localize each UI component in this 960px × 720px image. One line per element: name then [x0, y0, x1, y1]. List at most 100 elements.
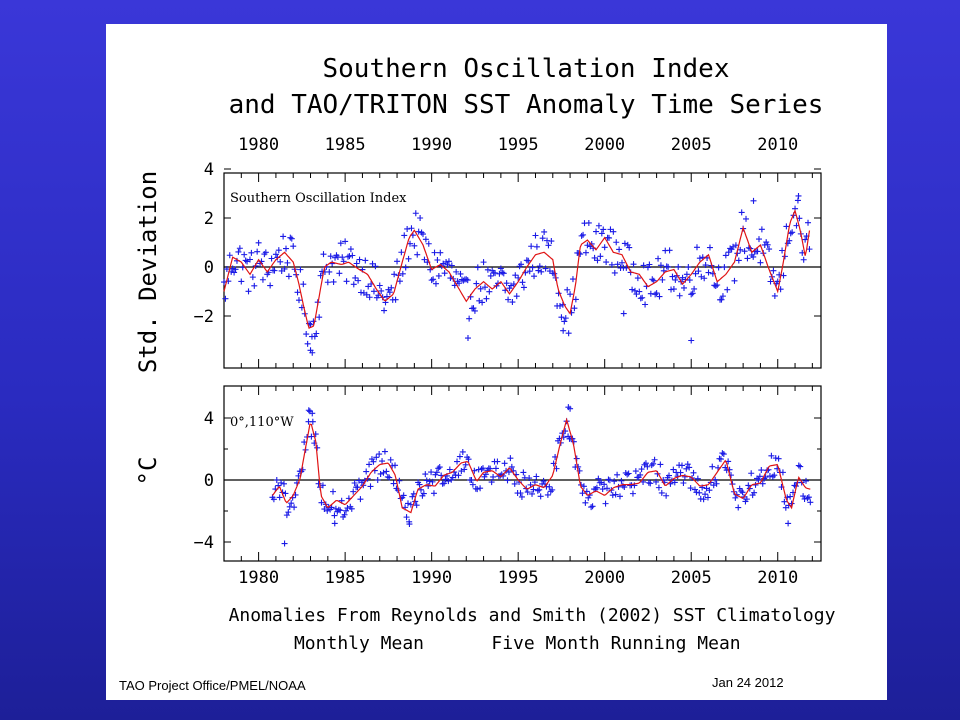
climatology-note: Anomalies From Reynolds and Smith (2002)… [229, 605, 836, 626]
soi-monthly-point [482, 284, 489, 291]
sst-monthly-point [280, 480, 287, 487]
sst-monthly-point [546, 483, 553, 490]
soi-monthly-point [500, 270, 507, 277]
sst-monthly-point [456, 453, 463, 460]
soi-monthly-point [562, 315, 569, 322]
sst-monthly-point [517, 490, 524, 497]
soi-monthly-point [529, 264, 536, 271]
sst-monthly-point [468, 477, 475, 484]
soi-monthly-point [636, 288, 643, 295]
sst-monthly-point [670, 466, 677, 473]
sst-monthly-point [537, 493, 544, 500]
sst-monthly-point [465, 456, 472, 463]
soi-monthly-point [578, 232, 585, 239]
soi-monthly-point [494, 280, 501, 287]
top-x-tick-label: 1995 [498, 135, 539, 155]
sst-monthly-point [589, 503, 596, 510]
sst-monthly-point [529, 490, 536, 497]
sst-monthly-point [681, 473, 688, 480]
soi-monthly-point [497, 265, 504, 272]
soi-monthly-point [621, 240, 628, 247]
soi-monthly-point [558, 314, 565, 321]
soi-monthly-point [642, 301, 649, 308]
soi-monthly-point [598, 230, 605, 237]
soi-monthly-point [327, 253, 334, 260]
soi-monthly-point [611, 269, 618, 276]
soi-monthly-point [313, 330, 320, 337]
sst-monthly-point [518, 493, 525, 500]
soi-monthly-point [378, 287, 385, 294]
soi-monthly-point [593, 228, 600, 235]
soi-monthly-point [571, 305, 578, 312]
sst-monthly-point [795, 462, 802, 469]
sst-monthly-point [771, 472, 778, 479]
sst-monthly-point [282, 490, 289, 497]
soi-monthly-point [235, 248, 242, 255]
sst-monthly-point [309, 410, 316, 417]
soi-monthly-point [610, 228, 617, 235]
soi-monthly-point [702, 262, 709, 269]
soi-monthly-point [241, 251, 248, 258]
soi-monthly-point [637, 295, 644, 302]
sst-monthly-point [702, 491, 709, 498]
soi-monthly-point [784, 240, 791, 247]
soi-monthly-point [783, 223, 790, 230]
figure-panel: Southern Oscillation Index and TAO/TRITO… [106, 24, 887, 700]
soi-monthly-point [272, 251, 279, 258]
soi-monthly-point [649, 276, 656, 283]
soi-monthly-point [408, 225, 415, 232]
soi-monthly-point [750, 253, 757, 260]
soi-monthly-point [248, 249, 255, 256]
soi-monthly-point [731, 277, 738, 284]
soi-monthly-point [646, 261, 653, 268]
sst-monthly-point [624, 471, 631, 478]
soi-monthly-point [794, 197, 801, 204]
soi-monthly-point [401, 232, 408, 239]
soi-monthly-point [223, 266, 230, 273]
soi-monthly-point [370, 288, 377, 295]
soi-monthly-point [492, 270, 499, 277]
soi-monthly-point [343, 278, 350, 285]
sst-monthly-point [758, 467, 765, 474]
sst-monthly-point [335, 506, 342, 513]
sst-monthly-point [501, 460, 508, 467]
soi-monthly-point [280, 233, 287, 240]
soi-monthly-point [714, 281, 721, 288]
sst-monthly-point [671, 479, 678, 486]
sst-monthly-point [330, 488, 337, 495]
soi-monthly-point [631, 287, 638, 294]
sst-monthly-point [807, 499, 814, 506]
top-x-tick-label: 1980 [238, 135, 279, 155]
sst-monthly-point [719, 450, 726, 457]
sst-monthly-point [344, 505, 351, 512]
soi-monthly-point [411, 242, 418, 249]
sst-y-tick-label: −4 [194, 533, 214, 553]
sst-monthly-point [420, 490, 427, 497]
sst-monthly-point [342, 507, 349, 514]
sst-plot-frame [223, 385, 822, 562]
sst-monthly-point [655, 484, 662, 491]
sst-monthly-point [726, 466, 733, 473]
sst-monthly-point [534, 487, 541, 494]
soi-monthly-point [741, 248, 748, 255]
soi-monthly-point [689, 290, 696, 297]
sst-monthly-point [459, 448, 466, 455]
sst-monthly-point [324, 507, 331, 514]
soi-monthly-point [345, 253, 352, 260]
sst-monthly-point [804, 495, 811, 502]
sst-monthly-point [686, 464, 693, 471]
soi-monthly-point [355, 277, 362, 284]
soi-monthly-point [724, 286, 731, 293]
sst-monthly-point [775, 455, 782, 462]
sst-monthly-point [694, 475, 701, 482]
soi-monthly-point [353, 260, 360, 267]
sst-monthly-point [328, 504, 335, 511]
soi-monthly-point [434, 256, 441, 263]
sst-monthly-point [768, 452, 775, 459]
soi-monthly-point [346, 253, 353, 260]
soi-monthly-point [414, 251, 421, 258]
soi-monthly-point [685, 264, 692, 271]
soi-monthly-point [588, 240, 595, 247]
soi-monthly-point [339, 254, 346, 261]
sst-monthly-point [366, 461, 373, 468]
